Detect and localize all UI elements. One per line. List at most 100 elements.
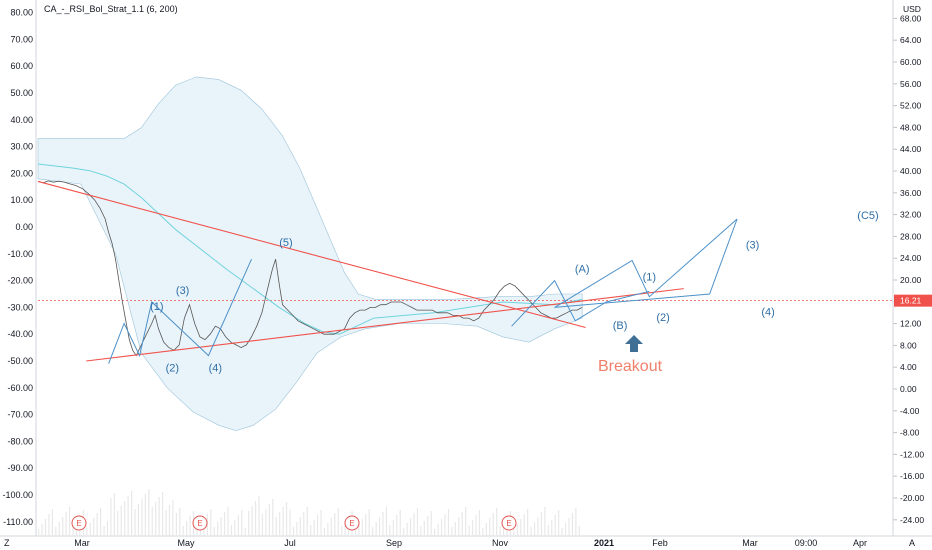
x-tick-label: Sep xyxy=(386,538,402,548)
volume-bar xyxy=(489,518,491,535)
left-tick-label: -100.00 xyxy=(2,490,33,500)
volume-bar xyxy=(427,516,429,535)
projection-lines xyxy=(554,218,738,308)
volume-bar xyxy=(130,491,133,535)
volume-bar xyxy=(420,526,422,535)
volume-bar xyxy=(110,498,112,535)
wave-label: (1) xyxy=(150,301,163,313)
x-tick-label: Nov xyxy=(492,538,509,548)
volume-bar xyxy=(285,502,288,535)
right-tick-label: -16.00 xyxy=(900,471,924,481)
volume-bar xyxy=(168,505,171,535)
volume-bar xyxy=(158,497,160,535)
volume-bar xyxy=(520,519,522,535)
wave-label: (4) xyxy=(209,363,222,375)
wave-labels: (1) (2) (3) (4) (5) (A) (B) (1) (2) (3) (4) (C5) xyxy=(150,210,879,375)
volume-bar xyxy=(389,525,391,535)
right-tick-label: -20.00 xyxy=(900,493,924,503)
wave-label: (C5) xyxy=(857,210,878,222)
volume-bar xyxy=(227,507,229,535)
volume-bar xyxy=(310,525,312,535)
right-tick-label: 64.00 xyxy=(900,35,922,45)
wave-label: (B) xyxy=(613,320,628,332)
volume-bar xyxy=(241,510,243,535)
volume-bar xyxy=(516,524,518,535)
volume-bar xyxy=(316,515,319,535)
volume-bar xyxy=(213,527,215,535)
volume-bar xyxy=(89,523,91,535)
volume-bar xyxy=(496,508,498,535)
volume-bar xyxy=(48,514,50,535)
volume-bar xyxy=(234,520,236,535)
volume-bar xyxy=(68,507,71,535)
chart-title: CA_-_RSI_Bol_Strat_1.1 (6, 200) xyxy=(44,4,178,14)
left-tick-label: 60.00 xyxy=(10,61,33,71)
left-tick-label: -110.00 xyxy=(3,517,33,527)
volume-bar xyxy=(478,510,481,535)
right-tick-label: -24.00 xyxy=(900,515,924,525)
volume-bar xyxy=(578,526,580,535)
left-tick-label: -70.00 xyxy=(7,410,33,420)
volume-bar xyxy=(99,508,102,535)
volume-bar xyxy=(451,527,453,535)
volume-bar xyxy=(341,526,343,535)
left-axis: 80.00 70.00 60.00 50.00 40.00 30.00 20.00 10.00… xyxy=(2,8,33,527)
volume-bar xyxy=(430,511,432,535)
volume-bar xyxy=(296,522,298,535)
volume-bar xyxy=(313,520,315,535)
right-tick-label: -12.00 xyxy=(900,449,924,459)
volume-bar xyxy=(141,499,143,535)
earnings-marker[interactable] xyxy=(501,515,517,531)
volume-bar xyxy=(361,519,363,535)
volume-bars xyxy=(38,489,580,535)
volume-bar xyxy=(471,520,474,535)
earnings-marker[interactable] xyxy=(344,515,360,531)
auto-scale-icon: A xyxy=(909,538,915,548)
last-price-badge xyxy=(894,294,932,307)
volume-bar xyxy=(275,517,277,535)
right-axis: 68.00 64.00 60.00 56.00 52.00 48.00 44.00 40.00… xyxy=(893,13,932,525)
volume-bar xyxy=(575,508,577,535)
volume-bar xyxy=(299,517,301,535)
right-tick-label: 4.00 xyxy=(900,362,917,372)
volume-bar xyxy=(251,506,253,535)
volume-bar xyxy=(151,507,153,535)
right-tick-label: 20.00 xyxy=(900,275,922,285)
volume-bar xyxy=(289,509,291,535)
wave-label: (3) xyxy=(176,285,189,297)
volume-bar xyxy=(223,512,226,535)
right-tick-label: 28.00 xyxy=(900,231,922,241)
price-line xyxy=(37,180,583,357)
right-tick-label: 12.00 xyxy=(900,319,922,329)
volume-bar xyxy=(458,517,460,535)
volume-bar xyxy=(530,527,532,535)
wave-label: (2) xyxy=(656,312,669,324)
volume-bar xyxy=(93,518,95,535)
volume-bar xyxy=(189,516,191,535)
volume-bar xyxy=(354,529,357,535)
volume-bar xyxy=(51,509,53,535)
volume-bar xyxy=(279,512,281,535)
volume-bar xyxy=(155,502,157,535)
earnings-marker[interactable] xyxy=(71,515,87,531)
volume-bar xyxy=(399,510,401,535)
x-tick-label: 09:00 xyxy=(795,538,818,548)
upper-trend xyxy=(37,180,586,329)
volume-bar xyxy=(303,512,305,535)
volume-bar xyxy=(117,511,119,535)
volume-bar xyxy=(440,519,443,535)
volume-bar xyxy=(62,517,64,535)
volume-bar xyxy=(423,521,425,535)
x-axis: Mar May Jul Sep Nov 2021 Feb Mar 09:00 Apr Z A xyxy=(4,538,915,548)
earnings-marker[interactable] xyxy=(192,515,208,531)
breakout-label: Breakout xyxy=(598,358,663,375)
volume-bar xyxy=(103,526,105,535)
projection-path-b xyxy=(554,218,738,308)
x-tick-label: Mar xyxy=(742,538,758,548)
volume-bar xyxy=(265,509,267,535)
volume-bar xyxy=(55,527,57,535)
volume-bar xyxy=(175,513,177,535)
volume-bar xyxy=(461,512,463,535)
